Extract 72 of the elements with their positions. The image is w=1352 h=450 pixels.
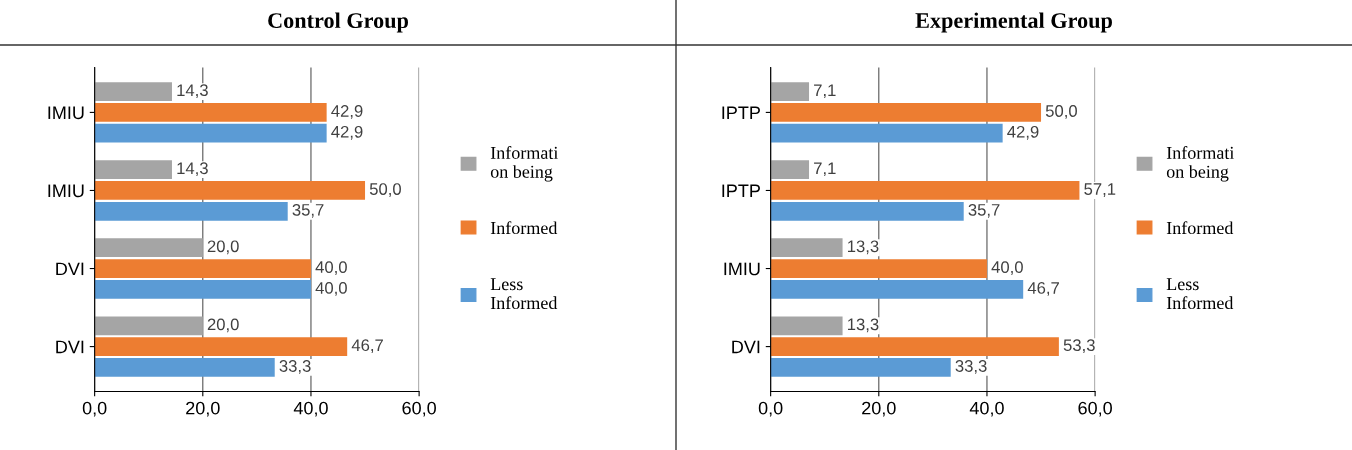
- y-tick-label: DVI: [732, 340, 760, 354]
- y-tick-label: IPTP: [722, 106, 760, 119]
- bar: [94, 201, 288, 221]
- data-label: 33,3: [279, 360, 311, 374]
- bar: [94, 279, 311, 299]
- data-label: 46,7: [1027, 282, 1059, 296]
- bar: [770, 123, 1003, 143]
- data-label: 42,9: [331, 105, 363, 119]
- data-label: 40,0: [315, 282, 347, 296]
- y-tick-label: DVI: [56, 262, 84, 276]
- bar: [770, 337, 1059, 356]
- bar: [94, 316, 203, 336]
- data-label: 42,9: [1007, 125, 1039, 140]
- bar: [94, 238, 203, 258]
- legend-label: Informed: [1166, 221, 1234, 235]
- bar: [770, 238, 843, 258]
- data-label: 46,7: [351, 339, 383, 354]
- bar: [770, 160, 810, 180]
- x-tick-label: 0,0: [82, 401, 107, 417]
- data-label: 14,3: [177, 162, 208, 177]
- x-tick-label: 40,0: [293, 401, 328, 417]
- bar: [94, 103, 327, 122]
- legend-label: Less Informed: [1166, 278, 1234, 310]
- legend-label: Informati on being: [1166, 146, 1235, 182]
- legend-label: Less Informed: [490, 278, 558, 310]
- bar: [770, 316, 843, 336]
- bar: [770, 201, 964, 221]
- x-tick-label: 0,0: [758, 401, 783, 417]
- data-label: 20,0: [207, 240, 239, 255]
- data-label: 14,3: [177, 84, 208, 99]
- bar: [770, 358, 951, 377]
- x-tick-label: 20,0: [862, 401, 896, 417]
- data-label: 13,3: [848, 240, 879, 255]
- x-tick-label: 20,0: [186, 401, 220, 417]
- chart-title: Control Group: [268, 12, 409, 33]
- bar: [94, 123, 327, 143]
- data-label: 53,3: [1063, 339, 1095, 354]
- bar: [94, 82, 172, 101]
- data-label: 7,1: [814, 84, 836, 99]
- bar: [94, 160, 172, 180]
- data-label: 40,0: [315, 261, 347, 275]
- data-label: 33,3: [955, 360, 987, 374]
- y-tick-label: IMIU: [724, 262, 760, 276]
- x-tick-label: 60,0: [1078, 401, 1112, 417]
- bar: [770, 103, 1042, 122]
- data-label: 7,1: [814, 162, 836, 177]
- data-label: 35,7: [292, 203, 324, 218]
- data-label: 35,7: [968, 203, 1000, 218]
- x-tick-label: 40,0: [969, 401, 1004, 417]
- data-label: 40,0: [991, 261, 1023, 275]
- legend-label: Informati on being: [490, 146, 559, 182]
- data-label: 42,9: [331, 125, 363, 140]
- bar: [770, 279, 1024, 299]
- data-label: 57,1: [1084, 183, 1116, 197]
- chart-title: Experimental Group: [915, 12, 1112, 33]
- bar: [94, 181, 366, 200]
- data-label: 20,0: [207, 318, 239, 333]
- bar: [94, 259, 311, 278]
- bar: [770, 259, 987, 278]
- bar: [770, 82, 810, 101]
- x-tick-label: 60,0: [402, 401, 436, 417]
- legend-label: Informed: [490, 221, 558, 235]
- bar: [770, 181, 1080, 200]
- y-tick-label: DVI: [56, 340, 84, 354]
- bar: [94, 337, 348, 356]
- y-tick-label: IMIU: [48, 184, 84, 198]
- y-tick-label: IMIU: [48, 106, 84, 120]
- data-label: 13,3: [848, 318, 879, 333]
- y-tick-label: IPTP: [722, 184, 760, 198]
- data-label: 50,0: [369, 183, 401, 197]
- data-label: 50,0: [1045, 105, 1077, 119]
- bar: [94, 358, 275, 377]
